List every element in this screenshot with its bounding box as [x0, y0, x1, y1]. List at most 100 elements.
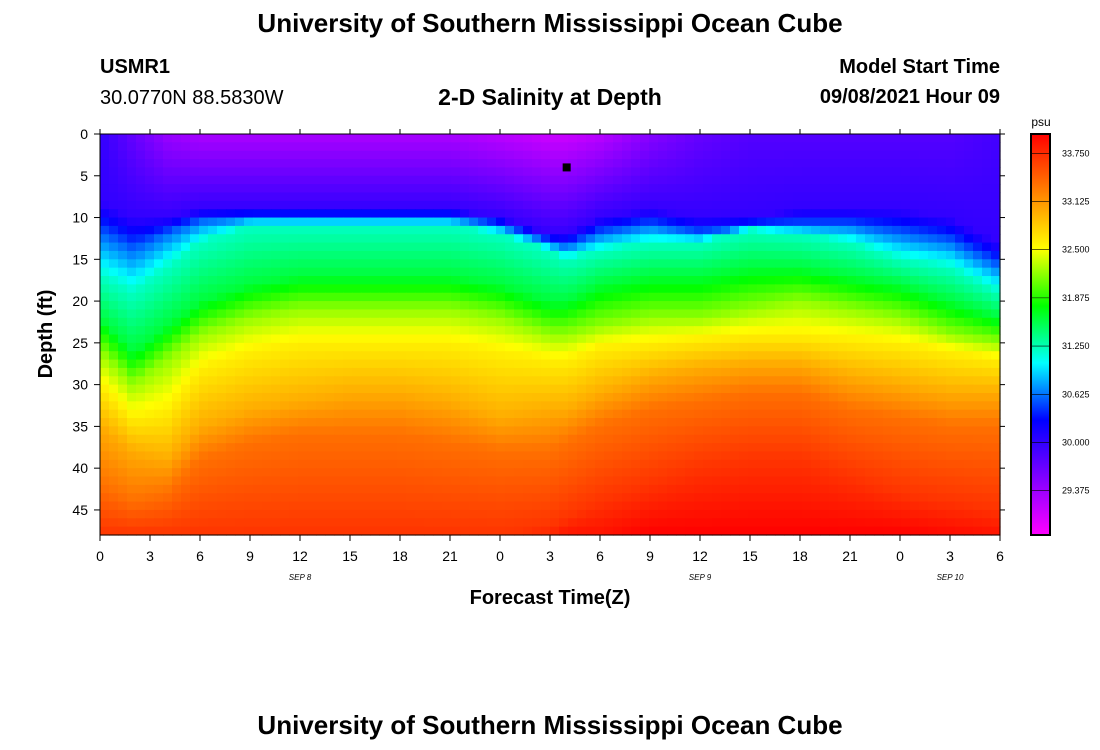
heatmap-cell [424, 175, 434, 185]
heatmap-cell [640, 451, 650, 461]
heatmap-cell [523, 351, 533, 361]
heatmap-cell [559, 184, 569, 194]
heatmap-cell [658, 384, 668, 394]
heatmap-cell [748, 217, 758, 227]
heatmap-cell [109, 309, 119, 319]
heatmap-cell [541, 342, 551, 352]
heatmap-cell [388, 184, 398, 194]
heatmap-cell [730, 334, 740, 344]
heatmap-cell [199, 284, 209, 294]
heatmap-cell [172, 367, 182, 377]
heatmap-cell [487, 184, 497, 194]
heatmap-cell [919, 284, 929, 294]
heatmap-cell [514, 359, 524, 369]
heatmap-cell [361, 484, 371, 494]
heatmap-cell [910, 493, 920, 503]
heatmap-cell [712, 276, 722, 285]
heatmap-cell [955, 376, 965, 386]
heatmap-cell [433, 317, 443, 327]
heatmap-cell [298, 443, 308, 453]
heatmap-cell [514, 200, 524, 210]
heatmap-cell [595, 509, 605, 519]
heatmap-cell [289, 284, 299, 294]
heatmap-cell [271, 351, 281, 361]
heatmap-cell [280, 484, 290, 494]
heatmap-cell [595, 276, 605, 285]
heatmap-cell [613, 292, 623, 302]
heatmap-cell [748, 284, 758, 294]
heatmap-cell [730, 484, 740, 494]
heatmap-cell [865, 342, 875, 352]
heatmap-cell [325, 326, 335, 336]
heatmap-cell [847, 175, 857, 185]
heatmap-cell [919, 409, 929, 419]
heatmap-cell [397, 234, 407, 244]
heatmap-cell [352, 468, 362, 478]
heatmap-cell [199, 418, 209, 427]
heatmap-cell [154, 459, 164, 469]
heatmap-cell [406, 259, 416, 269]
heatmap-cell [829, 342, 839, 352]
heatmap-cell [244, 309, 254, 319]
heatmap-cell [235, 409, 245, 419]
heatmap-cell [640, 426, 650, 436]
heatmap-cell [829, 134, 839, 143]
heatmap-cell [694, 484, 704, 494]
heatmap-cell [721, 200, 731, 210]
heatmap-cell [991, 242, 1001, 252]
heatmap-cell [748, 267, 758, 277]
heatmap-cell [793, 518, 803, 528]
heatmap-cell [577, 267, 587, 277]
heatmap-cell [856, 184, 866, 194]
heatmap-cell [118, 150, 128, 160]
heatmap-cell [442, 225, 452, 235]
heatmap-cell [613, 459, 623, 469]
heatmap-cell [685, 134, 695, 143]
x-tick-label: 12 [692, 548, 708, 564]
heatmap-cell [667, 301, 677, 311]
heatmap-cell [460, 518, 470, 528]
heatmap-cell [442, 493, 452, 503]
heatmap-cell [199, 367, 209, 377]
heatmap-cell [829, 159, 839, 169]
heatmap-cell [253, 342, 263, 352]
heatmap-cell [163, 468, 173, 478]
heatmap-cell [685, 301, 695, 311]
heatmap-cell [838, 401, 848, 411]
heatmap-cell [181, 493, 191, 503]
heatmap-cell [136, 334, 146, 344]
heatmap-cell [928, 334, 938, 344]
heatmap-cell [478, 493, 488, 503]
heatmap-cell [199, 250, 209, 260]
heatmap-cell [901, 259, 911, 269]
heatmap-cell [937, 367, 947, 377]
heatmap-cell [892, 225, 902, 235]
heatmap-cell [577, 259, 587, 269]
heatmap-cell [649, 518, 659, 528]
heatmap-cell [307, 225, 317, 235]
heatmap-cell [478, 376, 488, 386]
heatmap-cell [523, 134, 533, 143]
heatmap-cell [253, 367, 263, 377]
heatmap-cell [811, 376, 821, 386]
heatmap-cell [586, 526, 596, 536]
heatmap-cell [298, 225, 308, 235]
heatmap-cell [640, 301, 650, 311]
heatmap-cell [370, 468, 380, 478]
heatmap-cell [478, 451, 488, 461]
heatmap-cell [568, 309, 578, 319]
heatmap-cell [109, 175, 119, 185]
heatmap-cell [181, 342, 191, 352]
heatmap-cell [514, 342, 524, 352]
heatmap-cell [964, 159, 974, 169]
heatmap-cell [514, 175, 524, 185]
heatmap-cell [838, 159, 848, 169]
heatmap-cell [325, 225, 335, 235]
heatmap-cell [226, 451, 236, 461]
heatmap-cell [388, 501, 398, 511]
heatmap-cell [586, 142, 596, 152]
heatmap-cell [928, 276, 938, 285]
heatmap-cell [316, 159, 326, 169]
heatmap-cell [586, 459, 596, 469]
heatmap-cell [307, 217, 317, 227]
